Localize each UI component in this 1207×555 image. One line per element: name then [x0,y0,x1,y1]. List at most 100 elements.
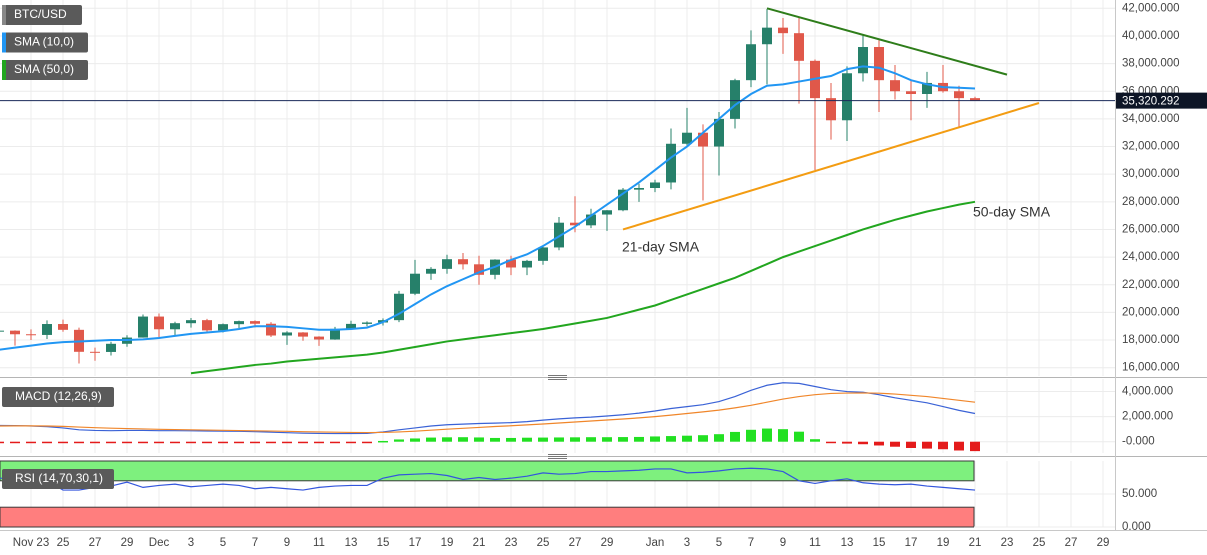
histogram-bar [522,437,532,442]
candle-body [730,80,740,119]
histogram-bar [106,441,116,444]
plot-area [0,0,1115,528]
histogram-bar [330,441,340,444]
legend-box [2,5,82,25]
candle-body [954,91,964,99]
histogram-bar [666,436,676,442]
candle-body [346,323,356,329]
candle-body [698,132,708,147]
histogram-bar [0,441,4,444]
histogram-bar [266,441,276,444]
x-tick-label: 11 [809,537,821,549]
y-tick-label: 40,000.000 [1122,30,1180,42]
legend-swatch [2,5,6,25]
indicator-line [0,382,976,435]
histogram-bar [794,431,804,442]
candle-body [170,323,180,330]
candle-body [234,321,244,325]
histogram-bar [778,429,788,442]
histogram-bar [538,437,548,442]
histogram-bar [858,441,868,445]
x-tick-label: 5 [220,537,226,549]
histogram-bar [602,437,612,442]
candle-body [26,334,36,336]
candle-body [634,188,644,190]
histogram-bar [138,441,148,444]
histogram-bar [730,431,740,442]
x-tick-label: 27 [1065,537,1078,549]
x-tick-label: 27 [89,537,102,549]
histogram-bar [842,441,852,444]
candle-body [586,214,596,226]
x-tick-label: 17 [409,537,422,549]
y-tick-label: 28,000.000 [1122,196,1180,208]
annotation: 50-day SMA [973,204,1051,220]
candle-body [58,324,68,330]
y-tick-label: 18,000.000 [1122,334,1180,346]
rsi-band [0,460,975,482]
histogram-bar [938,441,948,450]
histogram-bar [746,429,756,442]
candle-body [474,264,484,275]
candle-body [186,320,196,324]
histogram-bar [954,441,964,451]
legend-box [2,60,88,80]
histogram-bar [554,437,564,442]
x-tick-label: 13 [841,537,854,549]
histogram-bar [826,441,836,444]
histogram-bar [282,441,292,444]
histogram-bar [202,441,212,444]
candle-body [394,293,404,321]
histogram-bar [714,434,724,442]
x-tick-label: 17 [905,537,918,549]
x-tick-label: 27 [569,537,582,549]
y-tick-label: 34,000.000 [1122,113,1180,125]
annotation: 21-day SMA [622,239,700,255]
legend-label: BTC/USD [14,7,67,21]
histogram-bar [394,439,404,442]
candle-body [858,47,868,74]
x-tick-label: 11 [313,537,325,549]
x-tick-label: Dec [149,537,170,549]
candle-body [138,316,148,338]
candle-body [714,118,724,147]
candle-body [314,336,324,340]
legend-label: SMA (10,0) [14,35,74,49]
histogram-bar [250,441,260,444]
histogram-bar [490,437,500,442]
legend-box [2,32,88,53]
pane-title-box [2,387,114,407]
y-tick-label: 16,000.000 [1122,362,1180,374]
histogram-bar [634,436,644,442]
histogram-bar [474,437,484,442]
pane-title: MACD (12,26,9) [15,389,102,403]
candle-body [570,222,580,226]
sma-line [0,65,976,351]
histogram-bar [650,436,660,442]
x-tick-label: 5 [716,537,722,549]
y-tick-label: 42,000.000 [1122,2,1180,14]
candle-body [250,321,260,324]
pane-title: RSI (14,70,30,1) [15,471,103,485]
y-tick-label: 20,000.000 [1122,306,1180,318]
candle-body [106,343,116,352]
legend-label: SMA (50,0) [14,62,74,76]
candle-body [266,323,276,336]
histogram-bar [906,441,916,448]
y-tick-label: 30,000.000 [1122,168,1180,180]
histogram-bar [10,441,20,444]
candle-body [554,222,564,248]
x-tick-label: 9 [284,537,290,549]
x-tick-label: 15 [873,537,886,549]
candle-body [922,82,932,94]
x-tick-label: 23 [1001,537,1014,549]
candle-body [506,259,516,268]
x-tick-label: 29 [1097,537,1110,549]
histogram-bar [58,441,68,444]
candle-body [874,47,884,81]
histogram-bar [122,441,132,444]
candle-body [426,268,436,274]
histogram-bar [506,437,516,442]
